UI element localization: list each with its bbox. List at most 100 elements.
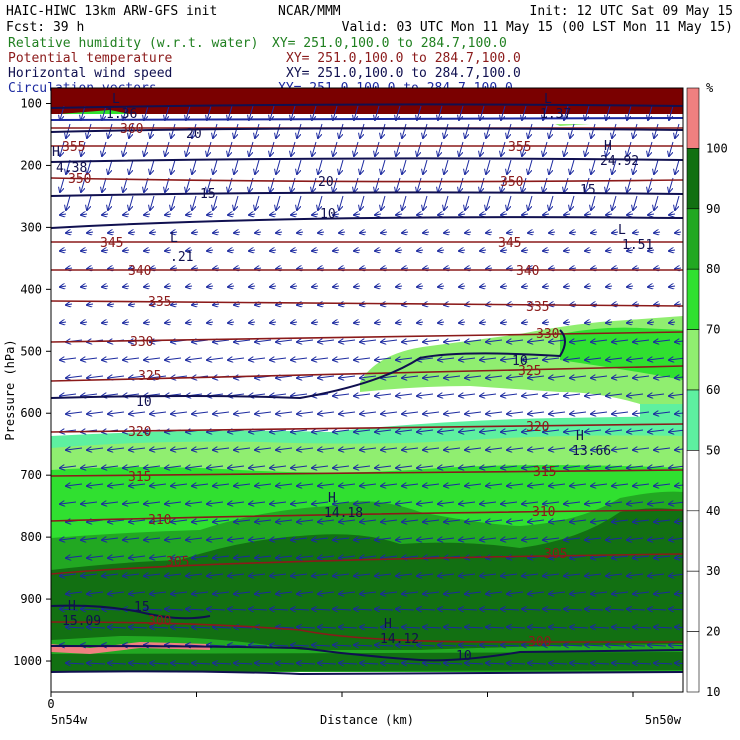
circulation-vector <box>354 466 371 468</box>
extremum-l-021: L <box>170 231 178 246</box>
circulation-vector <box>654 556 671 558</box>
circulation-vector <box>87 448 104 450</box>
circulation-vector <box>396 250 403 251</box>
circulation-vector <box>585 358 602 360</box>
circulation-vector <box>249 430 266 432</box>
circulation-vector <box>459 538 476 540</box>
circulation-vector <box>207 250 214 251</box>
circulation-vector <box>564 466 581 468</box>
circulation-vector <box>381 195 386 210</box>
init-time: Init: 12 UTC Sat 09 May 15 <box>530 4 734 19</box>
circulation-vector <box>459 286 466 287</box>
circulation-vector <box>507 268 514 269</box>
circulation-vector <box>87 592 104 594</box>
circulation-vector <box>486 123 491 138</box>
terrain-mask <box>51 672 683 692</box>
field-label-rh: Relative humidity (w.r.t. water) <box>8 36 258 51</box>
circulation-vector <box>612 268 619 269</box>
circulation-vector <box>669 609 683 610</box>
circulation-vector <box>234 520 251 522</box>
circulation-vector <box>669 250 676 251</box>
circulation-vector <box>564 574 581 576</box>
circulation-vector <box>192 304 199 305</box>
circulation-vector <box>375 322 382 323</box>
circulation-vector <box>318 376 335 378</box>
circulation-vector <box>633 592 650 594</box>
circulation-vector <box>375 609 394 610</box>
circulation-vector <box>444 232 451 233</box>
circulation-vector <box>297 268 304 269</box>
circulation-vector <box>60 394 77 396</box>
circulation-vector <box>402 412 419 414</box>
circulation-vector <box>402 123 407 138</box>
circulation-vector <box>444 592 461 594</box>
circulation-vector <box>507 412 524 414</box>
colorbar-tick-label-70: 70 <box>706 323 720 337</box>
circulation-vector <box>81 466 98 468</box>
circulation-vector <box>60 177 65 192</box>
circulation-vector <box>591 123 596 138</box>
circulation-vector <box>675 448 683 450</box>
circulation-vector <box>213 232 220 233</box>
circulation-vector <box>507 520 524 522</box>
circulation-vector <box>60 609 79 610</box>
circulation-vector <box>606 322 613 323</box>
circulation-vector <box>144 105 149 120</box>
circulation-vector <box>402 663 421 664</box>
circulation-vector <box>249 574 266 576</box>
circulation-vector <box>108 627 127 628</box>
circulation-vector <box>354 105 359 120</box>
circulation-vector <box>549 268 556 269</box>
circulation-vector <box>129 592 146 594</box>
circulation-vector <box>66 195 71 210</box>
circulation-vector <box>360 195 365 210</box>
circulation-vector <box>396 466 413 468</box>
circulation-vector <box>255 340 272 342</box>
circulation-vector <box>150 376 167 378</box>
circulation-vector <box>213 268 220 269</box>
valid-time: Valid: 03 UTC Mon 11 May 15 (00 LST Mon … <box>342 20 733 35</box>
circulation-vector <box>669 466 683 468</box>
circulation-vector <box>249 286 256 287</box>
circulation-vector <box>108 556 125 558</box>
circulation-vector <box>270 141 275 156</box>
circulation-vector <box>570 484 587 486</box>
theta-label-330: 330 <box>130 335 153 350</box>
circulation-vector <box>186 574 203 576</box>
circulation-vector <box>249 466 266 468</box>
circulation-vector <box>612 663 631 664</box>
theta-label-310b: 310 <box>532 505 555 520</box>
circulation-vector <box>585 286 592 287</box>
circulation-vector <box>297 340 314 342</box>
circulation-vector <box>528 448 545 450</box>
circulation-vector <box>423 627 442 628</box>
theta-contour-335 <box>51 300 683 307</box>
circulation-vector <box>654 159 659 174</box>
circulation-vector <box>564 609 583 610</box>
circulation-vector <box>213 592 230 594</box>
theta-contour-305 <box>51 553 683 575</box>
circulation-vector <box>123 538 140 540</box>
circulation-vector <box>228 502 245 504</box>
circulation-vector <box>669 430 683 432</box>
circulation-vector <box>627 609 646 610</box>
circulation-vector <box>570 268 577 269</box>
circulation-vector <box>102 394 119 396</box>
circulation-vector <box>438 286 445 287</box>
circulation-vector <box>318 520 335 522</box>
circulation-vector <box>480 358 497 360</box>
circulation-vector <box>585 430 602 432</box>
circulation-vector <box>606 645 625 646</box>
circulation-vector <box>669 214 676 215</box>
circulation-vector <box>192 484 209 486</box>
circulation-vector <box>606 538 623 540</box>
circulation-vector <box>591 592 608 594</box>
circulation-vector <box>60 574 77 576</box>
circulation-vector <box>129 556 146 558</box>
circulation-vector <box>480 177 485 192</box>
extremum-h-1366-value: 13.66 <box>572 444 611 459</box>
circulation-vector <box>186 141 191 156</box>
circulation-vector <box>444 376 461 378</box>
circulation-vector <box>297 663 316 664</box>
circulation-vector <box>528 232 535 233</box>
